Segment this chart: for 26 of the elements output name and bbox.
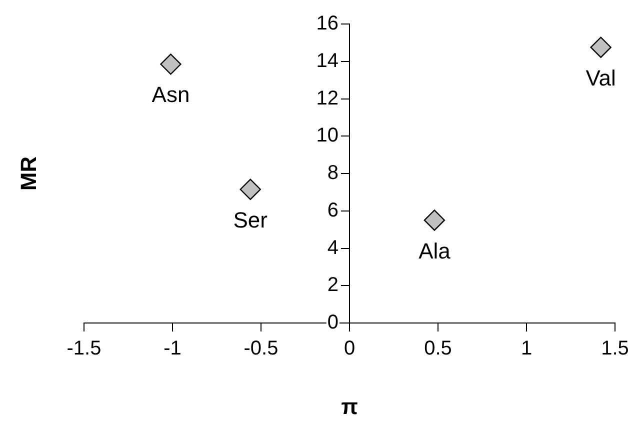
y-tick-label: 4 xyxy=(327,236,338,259)
annotation: Ser xyxy=(233,207,268,232)
x-tick-label: 0.5 xyxy=(424,338,452,360)
x-tick-label: -1 xyxy=(164,338,182,360)
point xyxy=(160,54,182,75)
y-axis-title: MR xyxy=(16,156,42,191)
y-tick-label: 10 xyxy=(316,124,338,147)
y-tick-label: 8 xyxy=(327,162,338,184)
x-tick-label: 1 xyxy=(520,338,532,360)
point xyxy=(590,36,612,58)
x-axis-title: π xyxy=(341,394,358,420)
y-tick-label: 6 xyxy=(327,199,338,222)
x-tick-label: 0 xyxy=(344,338,356,360)
point xyxy=(424,210,446,231)
point xyxy=(240,178,261,200)
y-tick-label: 14 xyxy=(316,50,338,72)
y-tick-label: 12 xyxy=(316,87,338,110)
annotation: Ala xyxy=(418,238,452,264)
annotation: Asn xyxy=(152,82,190,108)
y-tick-label: 16 xyxy=(316,12,338,35)
y-tick-label: 2 xyxy=(327,274,338,296)
y-tick-label: 0 xyxy=(327,312,338,334)
annotation: Val xyxy=(586,65,616,90)
x-tick-label: -1.5 xyxy=(66,338,102,360)
x-tick-label: 1.5 xyxy=(601,338,629,360)
x-tick-label: -0.5 xyxy=(244,338,278,360)
